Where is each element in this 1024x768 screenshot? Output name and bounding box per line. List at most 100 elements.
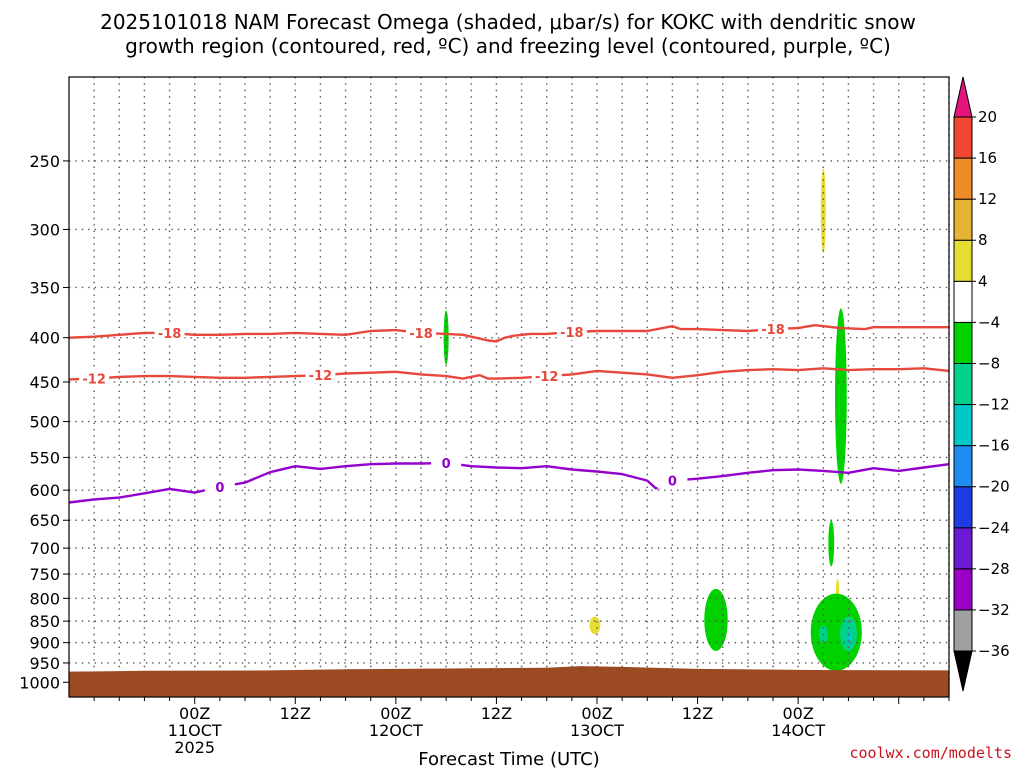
contour-label: -18 — [409, 327, 433, 342]
colorbar-segment — [953, 445, 973, 488]
colorbar-label: −24 — [978, 519, 1010, 537]
y-tick-label: 1000 — [19, 673, 60, 692]
colorbar-segment — [953, 321, 973, 364]
colorbar-label: −28 — [978, 560, 1010, 578]
colorbar-label: 12 — [978, 190, 997, 208]
colorbar-label: −8 — [978, 354, 1000, 372]
contour-label: 0 — [668, 475, 677, 490]
y-tick-label: 700 — [29, 539, 60, 558]
colorbar-label: −4 — [978, 313, 1000, 331]
contour-label-bg — [154, 324, 185, 341]
colorbar-label: 8 — [978, 231, 988, 249]
contour-label-bg — [204, 479, 235, 496]
contours: -18 -18 -18 -18 -12 -12 -12 0 0 0 — [68, 321, 950, 504]
x-tick-label: 00Z — [782, 704, 813, 723]
x-axis-title: Forecast Time (UTC) — [418, 749, 599, 768]
y-axis: 250 300 350 400 450 500 550 600 650 700 750 800 850 9… — [19, 152, 69, 692]
omega-region-1 — [820, 168, 826, 254]
colorbar-label: 4 — [978, 272, 988, 290]
x-tick-label: 00Z — [380, 704, 411, 723]
grid — [69, 77, 950, 697]
colorbar: 20 16 12 8 4 −4 −8 −12 −16 −20 −24 −28 −32 −36 — [953, 76, 1010, 692]
omega-region-3 — [835, 308, 847, 484]
ground — [69, 666, 949, 697]
colorbar-segment — [953, 198, 973, 241]
contour-label: 0 — [442, 457, 451, 472]
colorbar-segment — [953, 362, 973, 406]
colorbar-label: −36 — [978, 642, 1010, 660]
contour-label-bg — [758, 321, 788, 338]
colorbar-label: −20 — [978, 478, 1010, 496]
contour-label: -12 — [82, 373, 106, 388]
x-tick-label: 12Z — [481, 704, 512, 723]
x-tick-date: 11OCT — [168, 721, 222, 740]
contour-line-1 — [68, 367, 950, 381]
x-tick-label: 12Z — [280, 704, 311, 723]
x-tick-year: 2025 — [174, 738, 215, 757]
y-tick-label: 250 — [29, 152, 60, 171]
colorbar-segment — [953, 239, 973, 282]
colorbar-segment — [953, 404, 973, 447]
contour-label: -12 — [535, 370, 559, 385]
colorbar-segment — [953, 609, 973, 652]
x-tick-label: 12Z — [682, 704, 713, 723]
colorbar-triangle-bottom — [953, 650, 973, 692]
contour-label-bg — [431, 454, 462, 471]
contour-label: -18 — [158, 327, 182, 342]
ground-fill — [69, 666, 949, 697]
omega-region-4 — [828, 520, 835, 567]
y-tick-label: 900 — [29, 634, 60, 653]
contour-label: -12 — [309, 369, 333, 384]
contour-label-bg — [531, 368, 562, 385]
y-tick-label: 950 — [29, 654, 60, 673]
contour-label-bg — [79, 370, 110, 387]
contour-line-0 — [68, 324, 949, 343]
y-tick-label: 600 — [29, 481, 60, 500]
colorbar-segment — [953, 157, 973, 200]
x-tick-label: 00Z — [581, 704, 612, 723]
omega-region-7 — [810, 593, 862, 671]
y-tick-label: 400 — [29, 329, 60, 348]
contour-label-bg — [305, 367, 336, 384]
plot-background — [69, 77, 949, 697]
x-tick-date: 14OCT — [771, 721, 825, 740]
contour-label: 0 — [215, 481, 224, 496]
colorbar-label: −16 — [978, 437, 1010, 455]
contour-label: -18 — [560, 326, 584, 341]
x-tick-label: 00Z — [179, 704, 210, 723]
colorbar-triangle-top — [953, 76, 973, 118]
y-tick-label: 500 — [29, 413, 60, 432]
colorbar-segment — [953, 280, 973, 323]
contour-label-bg — [406, 324, 436, 341]
colorbar-label: −12 — [978, 396, 1010, 414]
y-tick-label: 300 — [29, 220, 60, 239]
colorbar-label: −32 — [978, 601, 1010, 619]
y-tick-label: 450 — [29, 373, 60, 392]
colorbar-segment — [953, 527, 973, 570]
y-tick-label: 750 — [29, 565, 60, 584]
x-tick-date: 13OCT — [570, 721, 624, 740]
omega-region-2 — [589, 616, 601, 635]
omega-shading — [443, 168, 862, 671]
plot-area: -18 -18 -18 -18 -12 -12 -12 0 0 0 — [68, 76, 950, 698]
colorbar-label: 20 — [978, 108, 997, 126]
chart-title-line1: 2025101018 NAM Forecast Omega (shaded, μ… — [100, 10, 916, 34]
omega-region-0 — [443, 310, 449, 365]
y-tick-label: 350 — [29, 278, 60, 297]
credit-link[interactable]: coolwx.com/modelts — [849, 744, 1012, 762]
colorbar-segment — [953, 116, 973, 159]
x-tick-date: 12OCT — [369, 721, 423, 740]
colorbar-segment — [953, 486, 973, 529]
chart-title-line2: growth region (contoured, red, ºC) and f… — [125, 34, 891, 58]
plot-frame — [68, 76, 950, 698]
contour-label-bg — [657, 472, 688, 489]
contour-label: -18 — [761, 323, 785, 338]
y-tick-label: 800 — [29, 589, 60, 608]
contour-label-bg — [556, 323, 587, 340]
y-tick-label: 650 — [29, 511, 60, 530]
y-tick-label: 850 — [29, 612, 60, 631]
omega-region-6 — [704, 588, 728, 651]
colorbar-label: 16 — [978, 149, 997, 167]
